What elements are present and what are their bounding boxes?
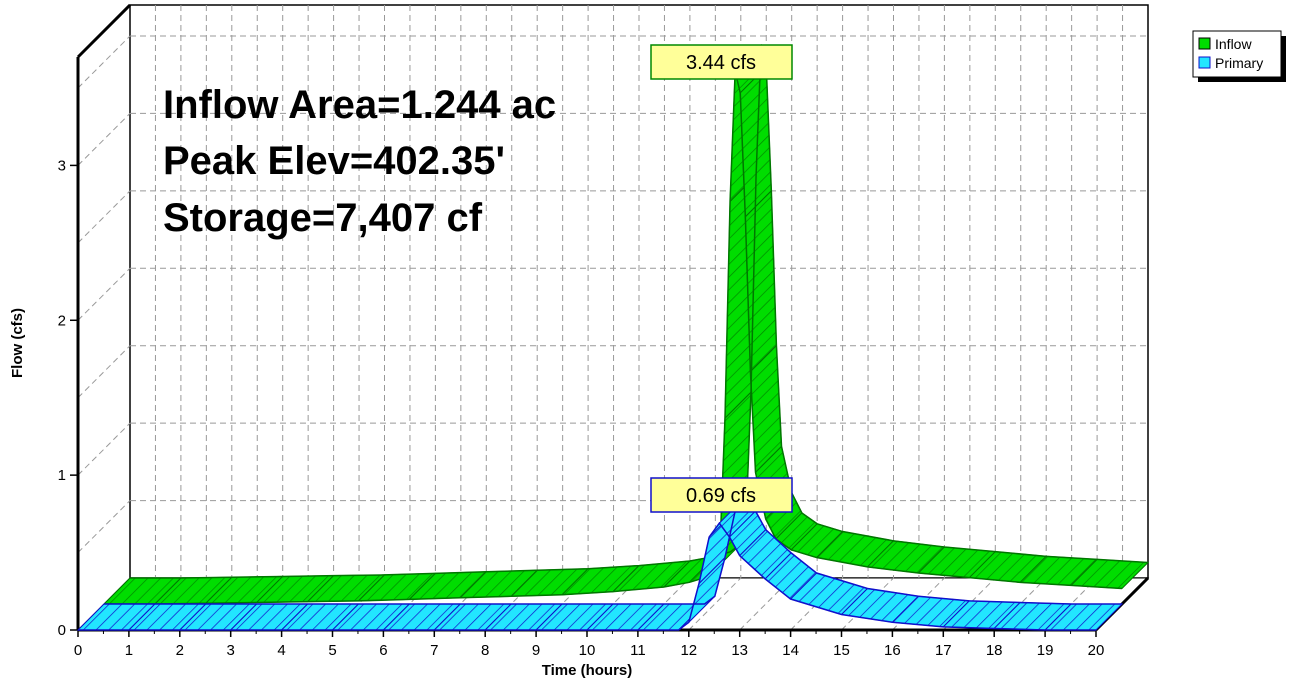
side-gridline bbox=[77, 422, 131, 476]
x-tick-label: 9 bbox=[532, 642, 540, 659]
y-tick-label: 1 bbox=[58, 467, 66, 484]
legend-label-primary: Primary bbox=[1215, 55, 1263, 71]
x-tick-label: 5 bbox=[328, 642, 336, 659]
floor-gridline bbox=[688, 577, 742, 631]
legend-label-inflow: Inflow bbox=[1215, 36, 1252, 52]
x-tick-label: 2 bbox=[176, 642, 184, 659]
y-tick-labels: 0 1 2 3 bbox=[58, 157, 78, 639]
x-tick-label: 8 bbox=[481, 642, 489, 659]
series-line-front bbox=[78, 521, 1096, 631]
x-tick-label: 14 bbox=[782, 642, 799, 659]
x-tick-label: 0 bbox=[74, 642, 82, 659]
annotation-storage: Storage=7,407 cf bbox=[163, 196, 483, 240]
y-tick-label: 2 bbox=[58, 312, 66, 329]
side-gridline bbox=[77, 35, 131, 89]
x-tick-label: 19 bbox=[1037, 642, 1054, 659]
x-tick-label: 11 bbox=[630, 642, 646, 659]
x-tick-label: 13 bbox=[731, 642, 748, 659]
side-gridline bbox=[77, 500, 131, 553]
series-line-back bbox=[104, 495, 1122, 605]
y-tick-label: 3 bbox=[58, 157, 66, 174]
legend: Inflow Primary bbox=[1192, 30, 1286, 82]
annotation-inflow-area: Inflow Area=1.244 ac bbox=[163, 83, 556, 127]
side-gridline bbox=[77, 113, 131, 166]
x-tick-label: 6 bbox=[379, 642, 387, 659]
peak-label-primary: 0.69 cfs bbox=[650, 477, 793, 513]
x-tick-label: 16 bbox=[884, 642, 901, 659]
peak-label-inflow-box bbox=[650, 44, 793, 80]
series-line-front bbox=[104, 71, 1123, 605]
x-tick-label: 18 bbox=[986, 642, 1003, 659]
annotation-peak-elev: Peak Elev=402.35' bbox=[163, 139, 505, 183]
series-primary bbox=[76, 495, 1124, 631]
x-tick-label: 12 bbox=[680, 642, 697, 659]
y-axis-title: Flow (cfs) bbox=[9, 308, 26, 378]
y-tick-label: 0 bbox=[58, 622, 66, 639]
peak-label-primary-text: 0.69 cfs bbox=[686, 485, 756, 507]
x-tick-labels: 0 1 2 3 4 5 6 7 8 9 10 11 12 13 14 15 16 17 18 19 20 bbox=[74, 630, 1105, 659]
peak-label-inflow-text: 3.44 cfs bbox=[686, 52, 756, 74]
x-tick-label: 17 bbox=[935, 642, 952, 659]
series-line-back bbox=[130, 45, 1149, 579]
depth-edge-top bbox=[76, 3, 132, 59]
x-tick-label: 10 bbox=[579, 642, 596, 659]
x-axis-title: Time (hours) bbox=[542, 662, 633, 679]
side-gridline bbox=[77, 190, 131, 244]
peak-label-inflow: 3.44 cfs bbox=[650, 44, 793, 80]
series-inflow bbox=[102, 44, 1150, 605]
floor-gridline bbox=[841, 577, 894, 631]
side-gridline bbox=[77, 267, 131, 321]
peak-label-primary-box bbox=[650, 477, 793, 513]
x-tick-label: 1 bbox=[125, 642, 133, 659]
side-gridline bbox=[77, 345, 131, 399]
legend-swatch-primary bbox=[1198, 56, 1211, 69]
legend-swatch-inflow bbox=[1198, 37, 1211, 50]
x-tick-label: 3 bbox=[227, 642, 235, 659]
x-tick-label: 15 bbox=[833, 642, 850, 659]
x-tick-label: 20 bbox=[1088, 642, 1105, 659]
x-tick-label: 4 bbox=[277, 642, 285, 659]
x-tick-label: 7 bbox=[430, 642, 438, 659]
